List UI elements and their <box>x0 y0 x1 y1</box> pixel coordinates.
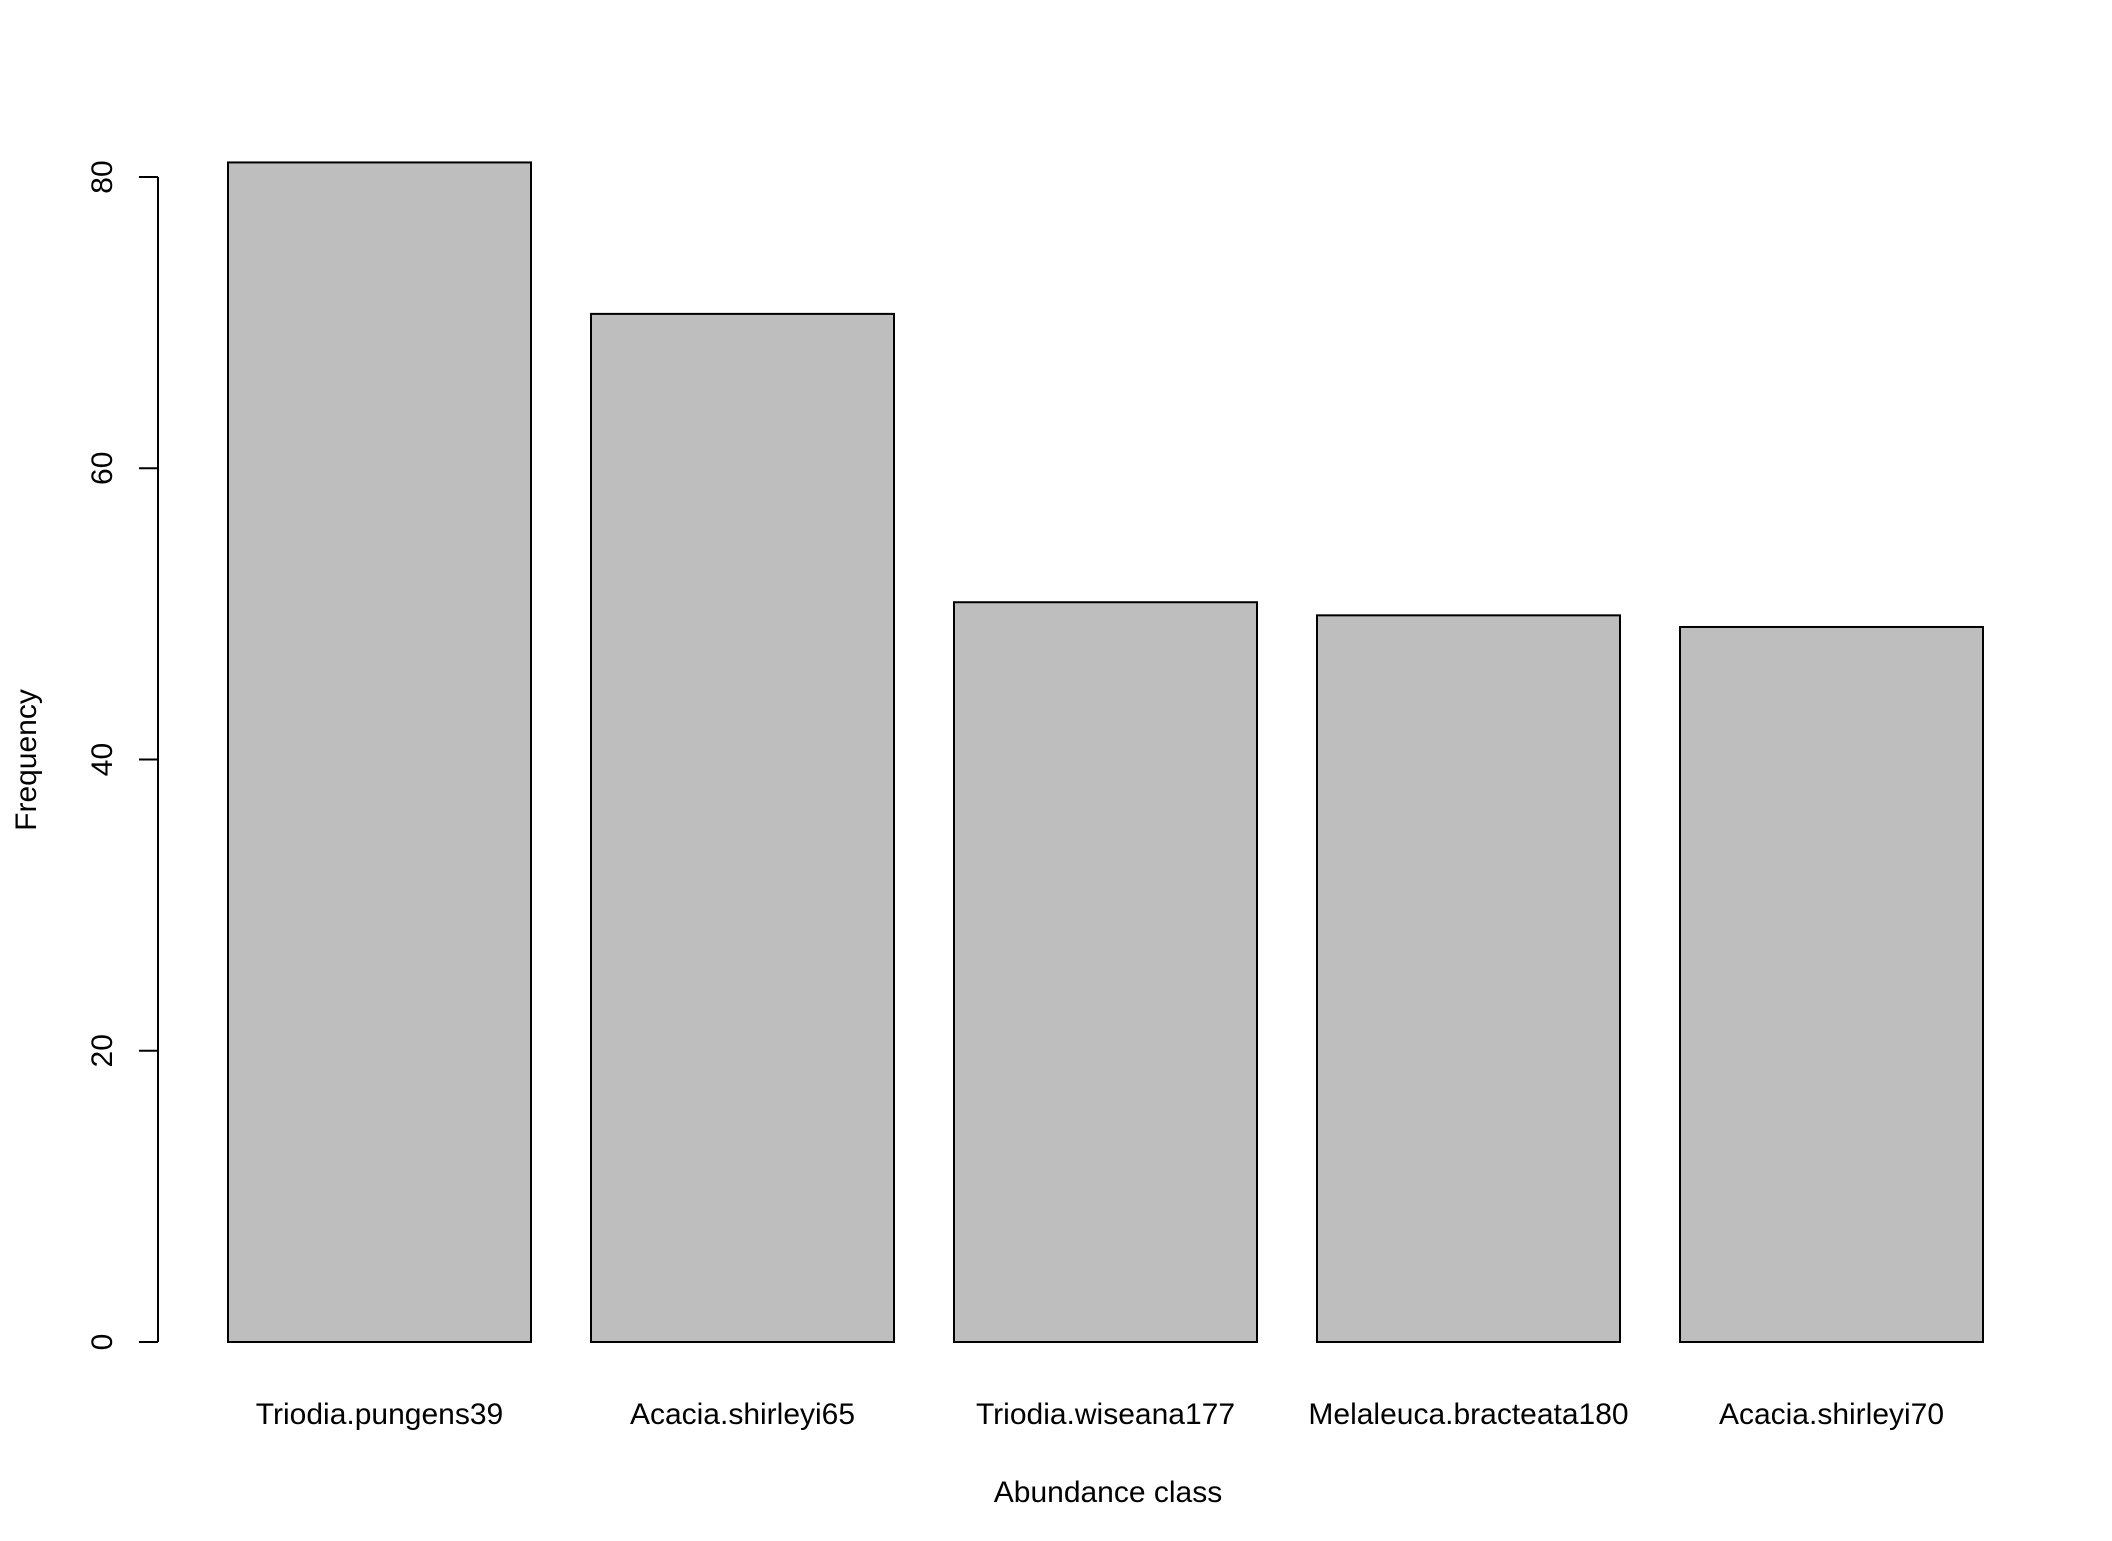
bar-4 <box>1316 614 1621 1343</box>
category-label-5: Acacia.shirleyi70 <box>1719 1398 1944 1431</box>
category-label-2: Acacia.shirleyi65 <box>630 1398 855 1431</box>
category-label-4: Melaleuca.bracteata180 <box>1308 1398 1628 1431</box>
y-tick-label-60: 60 <box>86 452 119 485</box>
y-tick-label-0: 0 <box>86 1334 119 1351</box>
y-tick-label-40: 40 <box>86 743 119 776</box>
bars-layer <box>227 161 1984 1344</box>
x-axis-title: Abundance class <box>994 1476 1223 1509</box>
category-label-1: Triodia.pungens39 <box>256 1398 503 1431</box>
y-tick-label-20: 20 <box>86 1034 119 1067</box>
y-axis-title: Frequency <box>10 689 43 831</box>
bar-1 <box>227 161 532 1343</box>
category-label-3: Triodia.wiseana177 <box>976 1398 1235 1431</box>
y-tick-label-80: 80 <box>86 160 119 193</box>
bar-2 <box>590 312 895 1344</box>
x-axis-labels: Triodia.pungens39 Acacia.shirleyi65 Triodi… <box>256 1398 1944 1431</box>
bar-3 <box>953 601 1258 1343</box>
bar-5 <box>1679 625 1984 1343</box>
y-axis: 0 20 40 60 80 <box>86 160 159 1351</box>
